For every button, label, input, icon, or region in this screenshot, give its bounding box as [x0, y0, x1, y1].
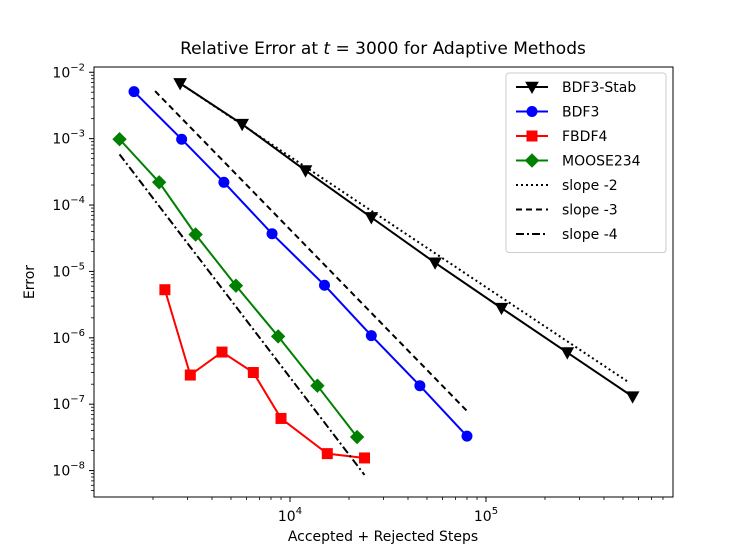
legend-item: MOOSE234 — [516, 153, 641, 170]
legend-marker — [526, 130, 538, 142]
data-point — [365, 330, 377, 342]
data-point — [184, 369, 196, 381]
y-tick-label: 10−6 — [52, 328, 85, 347]
legend-item: slope -3 — [516, 203, 618, 219]
series-line — [133, 90, 468, 437]
data-point — [218, 176, 230, 188]
y-tick-label: 10−8 — [52, 461, 85, 480]
x-tick-label: 105 — [474, 506, 498, 525]
legend-label: slope -4 — [562, 227, 618, 243]
legend-label: slope -3 — [562, 203, 618, 219]
series-fbdf4 — [159, 284, 371, 464]
legend: BDF3-Stab BDF3 FBDF4 MOOSE234 slope -2 slope … — [505, 72, 667, 253]
data-point — [266, 228, 278, 240]
legend-marker — [526, 106, 538, 117]
y-axis-label: Error — [22, 265, 38, 299]
data-point — [275, 412, 287, 424]
data-point — [319, 279, 331, 291]
data-point — [310, 378, 325, 393]
data-point — [216, 346, 228, 358]
data-point — [228, 278, 244, 293]
data-point — [188, 227, 203, 242]
legend-marker — [524, 153, 540, 168]
data-point — [461, 430, 473, 442]
data-point — [321, 448, 333, 460]
y-tick-label: 10−4 — [52, 195, 85, 214]
legend-item: slope -2 — [516, 178, 618, 194]
data-point — [176, 133, 188, 145]
data-point — [625, 391, 640, 404]
data-point — [270, 329, 286, 344]
data-point — [128, 86, 140, 98]
data-point — [414, 380, 426, 392]
legend-label: slope -2 — [562, 178, 618, 194]
legend-label: BDF3 — [562, 105, 599, 121]
series-line — [118, 153, 366, 476]
chart-title-var: t — [323, 39, 331, 59]
data-point — [112, 132, 127, 147]
data-point — [359, 452, 371, 464]
data-point — [494, 302, 509, 316]
data-point — [349, 429, 365, 445]
chart-title: Relative Error at t = 3000 for Adaptive … — [180, 39, 586, 59]
series-slope-3 — [154, 90, 468, 412]
series-line — [179, 82, 634, 398]
legend-item: BDF3-Stab — [516, 80, 636, 96]
data-point — [428, 257, 442, 270]
x-tick-label: 104 — [278, 506, 302, 525]
data-point — [159, 284, 171, 296]
y-tick-label: 10−2 — [52, 62, 85, 81]
legend-box — [505, 72, 667, 253]
data-point — [151, 175, 167, 190]
plot-area-frame — [93, 66, 674, 498]
series-line — [179, 82, 631, 384]
legend-label: BDF3-Stab — [562, 80, 636, 96]
data-point — [247, 367, 259, 379]
series-moose234 — [112, 132, 365, 445]
data-point — [560, 347, 575, 360]
series-slope-2 — [179, 82, 631, 384]
legend-item: slope -4 — [516, 227, 618, 243]
series-slope-4 — [118, 153, 366, 476]
legend-label: MOOSE234 — [562, 154, 641, 170]
series-bdf3 — [128, 86, 473, 442]
x-axis-label: Accepted + Rejected Steps — [288, 529, 478, 545]
y-tick-label: 10−7 — [52, 394, 85, 413]
legend-item: BDF3 — [516, 105, 599, 121]
data-point — [364, 212, 379, 225]
legend-item: FBDF4 — [516, 129, 607, 145]
legend-label: FBDF4 — [562, 129, 607, 145]
chart-title-suffix: = 3000 for Adaptive Methods — [330, 39, 586, 59]
y-tick-label: 10−5 — [52, 261, 85, 280]
y-tick-label: 10−3 — [52, 129, 85, 148]
legend-marker — [525, 81, 539, 95]
series-line — [154, 90, 468, 412]
chart-title-prefix: Relative Error at — [180, 39, 323, 59]
